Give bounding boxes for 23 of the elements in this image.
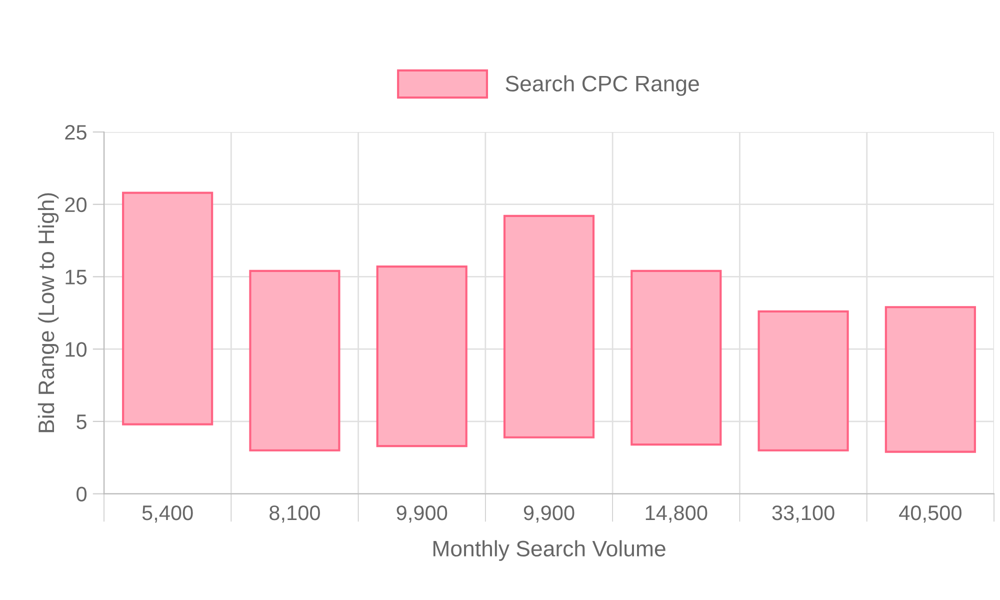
bar	[122, 192, 214, 426]
y-tick-label: 5	[76, 414, 86, 430]
x-axis-title: Monthly Search Volume	[433, 540, 666, 561]
bar	[630, 270, 722, 446]
bar	[758, 310, 849, 452]
legend-label: Search CPC Range	[506, 75, 699, 96]
y-tick-label: 0	[76, 486, 87, 502]
x-tick-label: 14,800	[646, 505, 708, 523]
x-tick-label: 33,100	[772, 505, 834, 523]
y-tick-label: 20	[65, 197, 87, 212]
y-tick-label: 15	[66, 270, 86, 284]
bar	[503, 214, 595, 438]
y-tick-label: 10	[66, 342, 87, 357]
x-tick-label: 5,400	[142, 505, 193, 523]
y-axis-title: Bid Range (Low to High)	[38, 193, 59, 432]
x-tick-label: 8,100	[270, 505, 320, 523]
y-tick-label: 25	[65, 125, 86, 140]
bar	[249, 270, 340, 452]
bar	[376, 266, 468, 448]
bar	[884, 306, 976, 453]
x-tick-label: 9,900	[524, 505, 574, 523]
x-tick-label: 40,500	[899, 505, 962, 523]
x-tick-label: 9,900	[396, 505, 448, 523]
